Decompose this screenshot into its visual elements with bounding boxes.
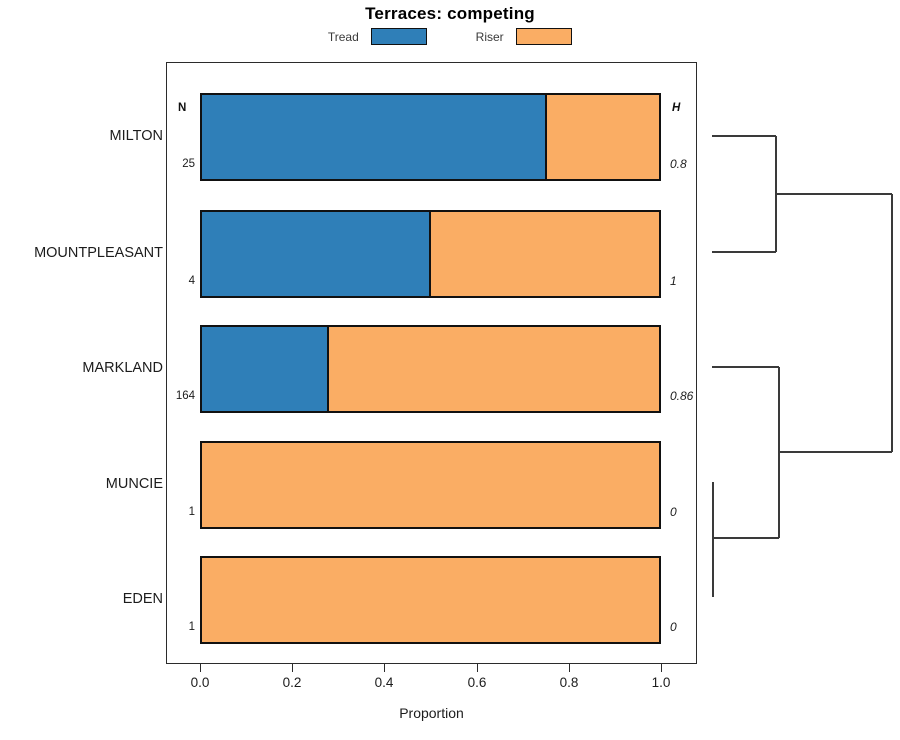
bar-segment-riser-mountpleasant	[430, 212, 659, 296]
legend-label-tread: Tread	[327, 29, 359, 44]
h-value-markland: 0.86	[670, 389, 694, 403]
x-tick-label-1: 0.2	[282, 675, 302, 690]
category-label-muncie: MUNCIE	[105, 476, 163, 492]
h-value-eden: 0	[670, 620, 677, 634]
bar-muncie	[200, 441, 661, 529]
bar-markland	[200, 325, 661, 413]
legend-entry-riser: Riser	[475, 28, 573, 46]
legend-swatch-riser	[516, 28, 573, 46]
x-tick-label-2: 0.4	[374, 675, 394, 690]
bar-mountpleasant	[200, 210, 661, 298]
bar-segment-riser-eden	[202, 558, 659, 642]
category-label-markland: MARKLAND	[82, 360, 163, 376]
legend-entry-tread: Tread	[327, 28, 428, 46]
category-label-milton: MILTON	[109, 128, 163, 144]
n-value-mountpleasant: 4	[188, 275, 195, 287]
x-axis-title: Proportion	[399, 705, 464, 721]
bar-milton	[200, 93, 661, 181]
legend-swatch-tread	[371, 28, 428, 46]
x-tick-mark-2	[384, 664, 386, 672]
bar-segment-tread-markland	[202, 327, 330, 411]
x-tick-label-5: 1.0	[651, 675, 671, 690]
category-label-eden: EDEN	[122, 591, 163, 607]
column-header-h: H	[672, 102, 681, 114]
x-tick-label-4: 0.8	[559, 675, 579, 690]
x-tick-mark-4	[569, 664, 571, 672]
column-header-n: N	[178, 102, 187, 114]
n-value-markland: 164	[175, 390, 195, 402]
x-tick-mark-3	[477, 664, 479, 672]
category-label-mountpleasant: MOUNTPLEASANT	[34, 245, 163, 261]
n-value-milton: 25	[182, 158, 195, 170]
h-value-mountpleasant: 1	[670, 274, 677, 288]
bar-eden	[200, 556, 661, 644]
x-tick-label-0: 0.0	[190, 675, 210, 690]
x-tick-mark-5	[661, 664, 663, 672]
x-tick-mark-1	[292, 664, 294, 672]
bar-segment-tread-milton	[202, 95, 548, 179]
n-value-eden: 1	[188, 621, 195, 633]
bar-segment-riser-muncie	[202, 443, 659, 527]
x-axis: 0.0 0.2 0.4 0.6 0.8 1.0	[0, 664, 900, 704]
x-tick-label-3: 0.6	[467, 675, 487, 690]
bar-segment-tread-mountpleasant	[202, 212, 431, 296]
legend-label-riser: Riser	[475, 29, 504, 44]
n-value-muncie: 1	[188, 506, 195, 518]
page-title: Terraces: competing	[365, 4, 535, 23]
bar-segment-riser-markland	[329, 327, 659, 411]
bar-segment-riser-milton	[547, 95, 659, 179]
dendrogram	[712, 135, 893, 597]
h-value-muncie: 0	[670, 505, 677, 519]
chart-legend: Tread Riser	[0, 28, 900, 46]
h-value-milton: 0.8	[670, 157, 687, 171]
x-tick-mark-0	[200, 664, 202, 672]
